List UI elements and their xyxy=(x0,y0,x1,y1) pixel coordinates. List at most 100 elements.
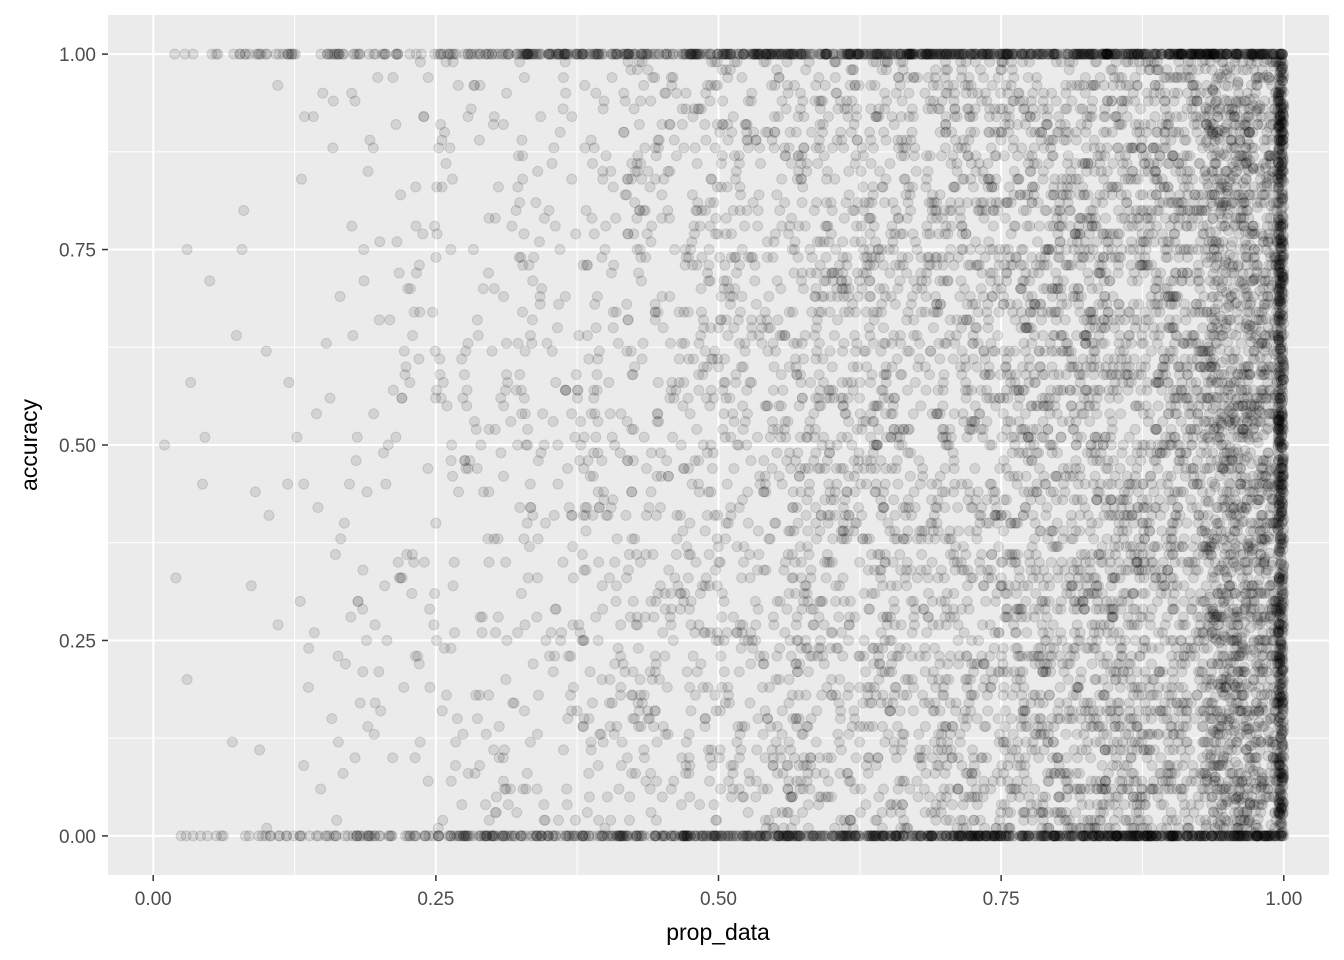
data-point xyxy=(532,533,544,545)
data-point xyxy=(1185,775,1197,787)
data-point xyxy=(345,611,357,623)
data-point xyxy=(890,462,902,474)
data-point xyxy=(1196,666,1208,678)
data-point xyxy=(532,455,544,467)
data-point xyxy=(583,767,595,779)
data-point xyxy=(633,720,645,732)
data-point xyxy=(369,619,381,631)
data-point xyxy=(654,502,666,514)
data-point xyxy=(512,439,524,451)
data-point xyxy=(742,95,754,107)
data-point xyxy=(858,634,870,646)
data-point xyxy=(860,478,872,490)
data-point xyxy=(769,111,781,123)
data-point xyxy=(699,525,711,537)
data-point xyxy=(1006,689,1018,701)
data-point xyxy=(488,111,500,123)
data-point xyxy=(199,431,211,443)
data-point xyxy=(597,165,609,177)
data-point xyxy=(502,799,514,811)
data-point xyxy=(624,814,636,826)
data-point xyxy=(422,72,434,84)
data-point xyxy=(826,361,838,373)
data-point xyxy=(1180,705,1192,717)
data-point xyxy=(1010,588,1022,600)
data-point xyxy=(1060,728,1072,740)
data-point xyxy=(1021,627,1033,639)
data-point xyxy=(675,439,687,451)
data-point xyxy=(570,369,582,381)
data-point xyxy=(963,72,975,84)
data-point xyxy=(864,126,876,138)
data-point xyxy=(567,681,579,693)
data-point xyxy=(638,79,650,91)
data-point xyxy=(877,259,889,271)
data-point xyxy=(668,775,680,787)
data-point xyxy=(501,87,513,99)
data-point xyxy=(678,306,690,318)
data-point xyxy=(1177,337,1189,349)
data-point xyxy=(1004,806,1016,818)
data-point xyxy=(757,728,769,740)
data-point xyxy=(981,416,993,428)
data-point xyxy=(907,181,919,193)
data-point xyxy=(855,236,867,248)
data-point xyxy=(476,627,488,639)
data-point xyxy=(572,384,584,396)
data-point xyxy=(1119,799,1131,811)
data-point xyxy=(876,181,888,193)
data-point xyxy=(750,791,762,803)
data-point xyxy=(865,134,877,146)
data-point xyxy=(1020,204,1032,216)
data-point xyxy=(930,814,942,826)
data-point xyxy=(682,572,694,584)
data-point xyxy=(445,244,457,256)
data-point xyxy=(1141,376,1153,388)
data-point xyxy=(1012,87,1024,99)
data-point xyxy=(531,611,543,623)
data-point xyxy=(1023,376,1035,388)
data-point xyxy=(684,791,696,803)
data-point xyxy=(393,267,405,279)
data-point xyxy=(272,619,284,631)
data-point xyxy=(822,111,834,123)
data-point xyxy=(854,736,866,748)
data-point xyxy=(1158,713,1170,725)
data-point xyxy=(395,189,407,201)
data-point xyxy=(800,509,812,521)
data-point xyxy=(948,455,960,467)
data-point xyxy=(516,134,528,146)
data-point xyxy=(782,548,794,560)
data-point xyxy=(753,330,765,342)
data-point xyxy=(901,212,913,224)
data-point xyxy=(904,783,916,795)
data-point xyxy=(343,478,355,490)
data-point xyxy=(537,408,549,420)
data-point xyxy=(331,814,343,826)
data-point xyxy=(552,814,564,826)
data-point xyxy=(700,134,712,146)
data-point xyxy=(671,533,683,545)
data-point xyxy=(1049,173,1061,185)
data-point xyxy=(828,330,840,342)
data-point xyxy=(1013,572,1025,584)
data-point xyxy=(358,275,370,287)
data-point xyxy=(608,259,620,271)
data-point xyxy=(1025,95,1037,107)
data-point xyxy=(764,533,776,545)
data-point xyxy=(629,533,641,545)
data-point xyxy=(751,431,763,443)
data-point xyxy=(196,478,208,490)
data-point xyxy=(1021,447,1033,459)
data-point xyxy=(566,408,578,420)
data-point xyxy=(820,572,832,584)
data-point xyxy=(1071,494,1083,506)
data-point xyxy=(1006,64,1018,76)
data-point xyxy=(1199,541,1211,553)
data-point xyxy=(1060,337,1072,349)
data-point xyxy=(693,369,705,381)
data-point xyxy=(1037,330,1049,342)
data-point xyxy=(1133,400,1145,412)
data-point xyxy=(752,525,764,537)
data-point xyxy=(327,95,339,107)
